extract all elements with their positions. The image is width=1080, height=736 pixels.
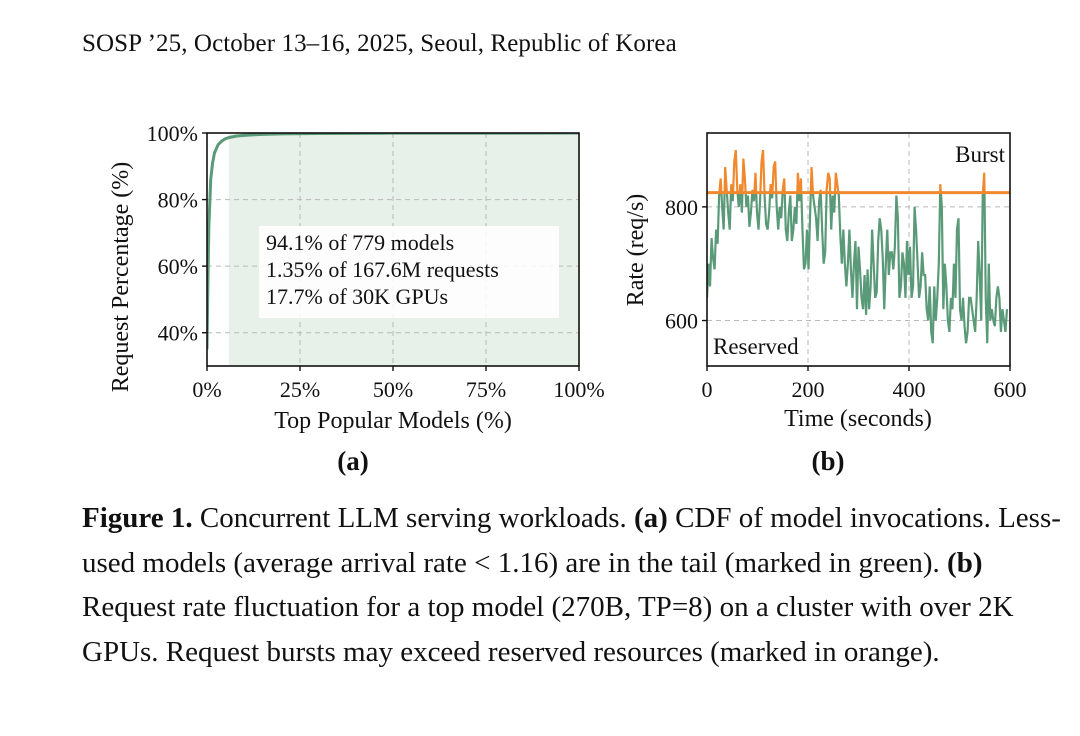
panel-b-xtick-label: 0 xyxy=(702,377,713,402)
panel-b-label: (b) xyxy=(812,446,845,476)
panel-b-reserved-series xyxy=(707,192,1009,344)
caption-lead: Concurrent LLM serving workloads. xyxy=(192,502,634,534)
caption-a-text: CDF of model invocations. Less-used mode… xyxy=(82,502,1061,579)
panel-a-ylabel: Request Percentage (%) xyxy=(108,162,134,393)
panel-a-annotation-3: 17.7% of 30K GPUs xyxy=(266,284,448,309)
caption-figure-label: Figure 1. xyxy=(82,502,193,534)
figure-1: 0% 25% 50% 75% 100% 40% 60% 80% 100% 94.1% of 7… xyxy=(108,121,1027,476)
panel-b-xtick-label: 200 xyxy=(792,377,825,402)
panel-b-frame xyxy=(706,132,1011,367)
panel-a-xtick-label: 50% xyxy=(373,377,413,402)
panel-b-xtick-label: 600 xyxy=(994,377,1027,402)
panel-a-label: (a) xyxy=(337,446,368,476)
panel-a-xtick-label: 75% xyxy=(466,377,506,402)
panel-b-ytick-label: 800 xyxy=(665,195,698,220)
panel-a-yticks: 40% 60% 80% 100% xyxy=(147,121,207,346)
running-header: SOSP ’25, October 13–16, 2025, Seoul, Re… xyxy=(82,30,677,57)
panel-b-burst-label: Burst xyxy=(955,142,1005,167)
panel-a-ytick-label: 40% xyxy=(158,321,198,346)
panel-a-xtick-label: 100% xyxy=(553,377,604,402)
panel-b-xlabel: Time (seconds) xyxy=(784,406,932,432)
figure-caption: Figure 1. Concurrent LLM serving workloa… xyxy=(82,496,1072,674)
caption-b-label: (b) xyxy=(947,546,983,579)
panel-b-reserved-label: Reserved xyxy=(713,334,799,359)
panel-b-xticks: 0 200 400 600 xyxy=(702,366,1027,402)
panel-a-annotation-box xyxy=(259,226,559,318)
panel-a-chart: 0% 25% 50% 75% 100% 40% 60% 80% 100% 94.1% of 7… xyxy=(108,121,605,476)
panel-a-xtick-label: 0% xyxy=(192,377,221,402)
panel-b-ylabel: Rate (req/s) xyxy=(623,194,649,307)
panel-b-ytick-label: 600 xyxy=(665,309,698,334)
panel-a-annotation-2: 1.35% of 167.6M requests xyxy=(266,257,499,282)
panel-a-ytick-label: 60% xyxy=(158,254,198,279)
panel-b-xtick-label: 400 xyxy=(893,377,926,402)
panel-a-annotation-1: 94.1% of 779 models xyxy=(266,230,454,255)
panel-a-ytick-label: 80% xyxy=(158,188,198,213)
panel-a-ytick-label: 100% xyxy=(147,121,198,146)
panel-b-yticks: 600 800 xyxy=(665,195,707,334)
panel-a-xtick-label: 25% xyxy=(280,377,320,402)
caption-a-label: (a) xyxy=(633,502,668,534)
panel-a-xlabel: Top Popular Models (%) xyxy=(274,408,512,434)
caption-b-text: Request rate fluctuation for a top model… xyxy=(82,591,1014,668)
panel-a-xticks: 0% 25% 50% 75% 100% xyxy=(192,366,605,402)
panel-b-chart: 0 200 400 600 600 800 Burst Reserved Time (s… xyxy=(623,132,1027,476)
panel-b-grid xyxy=(707,133,1010,366)
